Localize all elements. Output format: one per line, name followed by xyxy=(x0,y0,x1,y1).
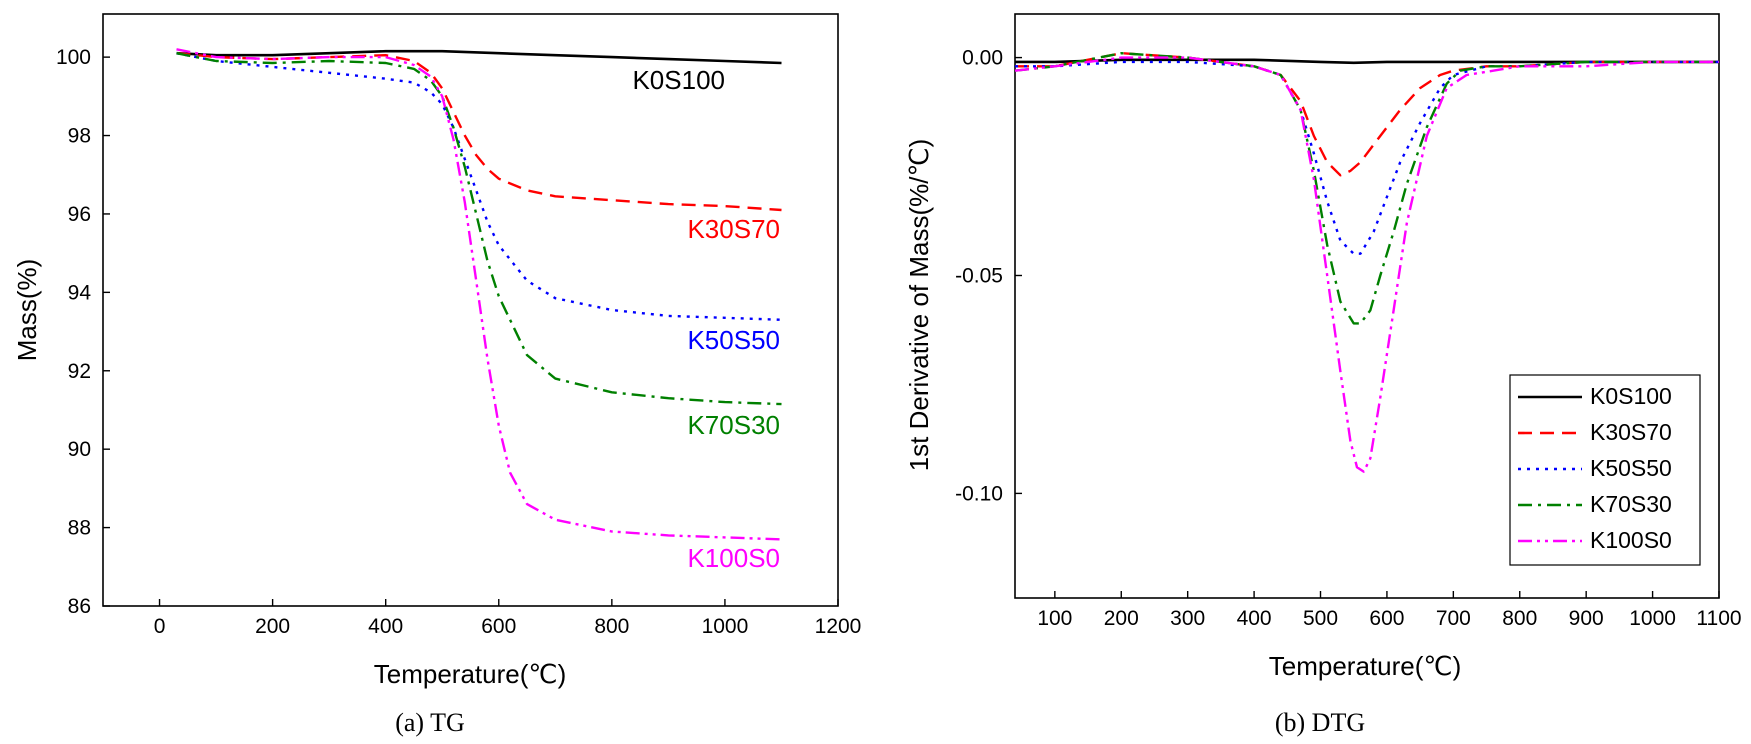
dtg-series-k30s70 xyxy=(1015,52,1719,177)
dtg-x-tick-label: 200 xyxy=(1104,607,1139,630)
tg-series-k100s0 xyxy=(176,48,782,541)
tg-x-tick-label: 200 xyxy=(255,615,290,638)
tg-series-group xyxy=(176,48,782,541)
tg-x-tick-label: 400 xyxy=(368,615,403,638)
tg-x-axis-title: Temperature(℃) xyxy=(374,659,566,689)
dtg-y-ticks: 0.00 -0.05 -0.10 xyxy=(955,47,1022,505)
tg-annotation-k50s50: K50S50 xyxy=(687,325,780,355)
dtg-x-tick-label: 100 xyxy=(1037,607,1072,630)
tg-x-ticks: 0 200 400 600 800 1000 1200 xyxy=(154,599,862,638)
dtg-y-axis-title: 1st Derivative of Mass(%/℃) xyxy=(904,139,934,472)
dtg-x-tick-label: 400 xyxy=(1237,607,1272,630)
dtg-panel: 100 200 300 400 500 600 700 800 900 1000 1100 0.00… xyxy=(904,13,1742,737)
dtg-x-tick-label: 1100 xyxy=(1696,607,1741,630)
tg-annotation-k30s70: K30S70 xyxy=(687,214,780,244)
dtg-series-k100s0 xyxy=(1014,56,1719,473)
tg-annotation-k0s100: K0S100 xyxy=(632,65,725,95)
tg-y-tick-label: 86 xyxy=(68,595,91,618)
dtg-series-k50s50 xyxy=(1015,60,1719,255)
tg-y-tick-label: 88 xyxy=(68,517,91,540)
dtg-series-group xyxy=(1014,52,1719,473)
dtg-x-tick-label: 700 xyxy=(1436,607,1471,630)
dtg-series-k70s30 xyxy=(1014,52,1719,325)
tg-y-tick-label: 98 xyxy=(68,125,91,148)
dtg-legend-label-k0s100: K0S100 xyxy=(1590,383,1672,409)
dtg-x-ticks: 100 200 300 400 500 600 700 800 900 1000 1100 xyxy=(1037,591,1742,630)
tg-x-tick-label: 800 xyxy=(594,615,629,638)
tg-y-tick-label: 92 xyxy=(68,360,91,383)
tg-x-tick-label: 600 xyxy=(481,615,516,638)
tg-series-k70s30 xyxy=(176,52,782,406)
tg-panel: 0 200 400 600 800 1000 1200 86889092949698100 … xyxy=(12,13,862,737)
dtg-caption: (b) DTG xyxy=(1275,708,1365,737)
tg-annotation-k100s0: K100S0 xyxy=(687,543,780,573)
tg-caption: (a) TG xyxy=(395,708,465,737)
dtg-x-tick-label: 1000 xyxy=(1629,607,1676,630)
dtg-legend-lines xyxy=(1518,395,1582,543)
dtg-y-tick-label: 0.00 xyxy=(962,47,1003,70)
dtg-x-tick-label: 600 xyxy=(1369,607,1404,630)
dtg-x-tick-label: 300 xyxy=(1170,607,1205,630)
tg-y-axis-title: Mass(%) xyxy=(12,259,42,362)
dtg-legend-label-k50s50: K50S50 xyxy=(1590,455,1672,481)
tg-y-tick-label: 96 xyxy=(68,203,91,226)
tg-y-tick-label: 94 xyxy=(68,281,92,304)
tg-series-k30s70 xyxy=(176,52,782,212)
tg-x-tick-label: 1000 xyxy=(702,615,749,638)
dtg-x-tick-label: 900 xyxy=(1569,607,1604,630)
tg-plot-frame xyxy=(102,13,839,607)
dtg-legend-label-k100s0: K100S0 xyxy=(1590,527,1672,553)
dtg-legend: K0S100 K30S70 K50S50 K70S30 K100S0 xyxy=(1509,374,1701,566)
dtg-y-tick-label: -0.05 xyxy=(955,264,1003,287)
tg-x-tick-label: 0 xyxy=(154,615,166,638)
tg-series-k50s50 xyxy=(176,52,782,321)
tg-y-tick-label: 90 xyxy=(68,438,91,461)
dtg-legend-label-k30s70: K30S70 xyxy=(1590,419,1672,445)
tg-x-tick-label: 1200 xyxy=(815,615,862,638)
dtg-legend-label-k70s30: K70S30 xyxy=(1590,491,1672,517)
tg-series-k0s100 xyxy=(176,49,782,65)
dtg-x-tick-label: 500 xyxy=(1303,607,1338,630)
tg-y-ticks: 86 88 90 92 94 96 98 100 xyxy=(56,46,110,618)
dtg-plot-frame xyxy=(1014,13,1720,599)
tg-y-tick-label: 100 xyxy=(56,46,91,69)
dtg-y-tick-label: -0.10 xyxy=(955,482,1003,505)
dtg-x-axis-title: Temperature(℃) xyxy=(1269,651,1461,681)
tg-annotation-k70s30: K70S30 xyxy=(687,410,780,440)
dtg-x-tick-label: 800 xyxy=(1502,607,1537,630)
dtg-legend-box xyxy=(1509,374,1701,566)
